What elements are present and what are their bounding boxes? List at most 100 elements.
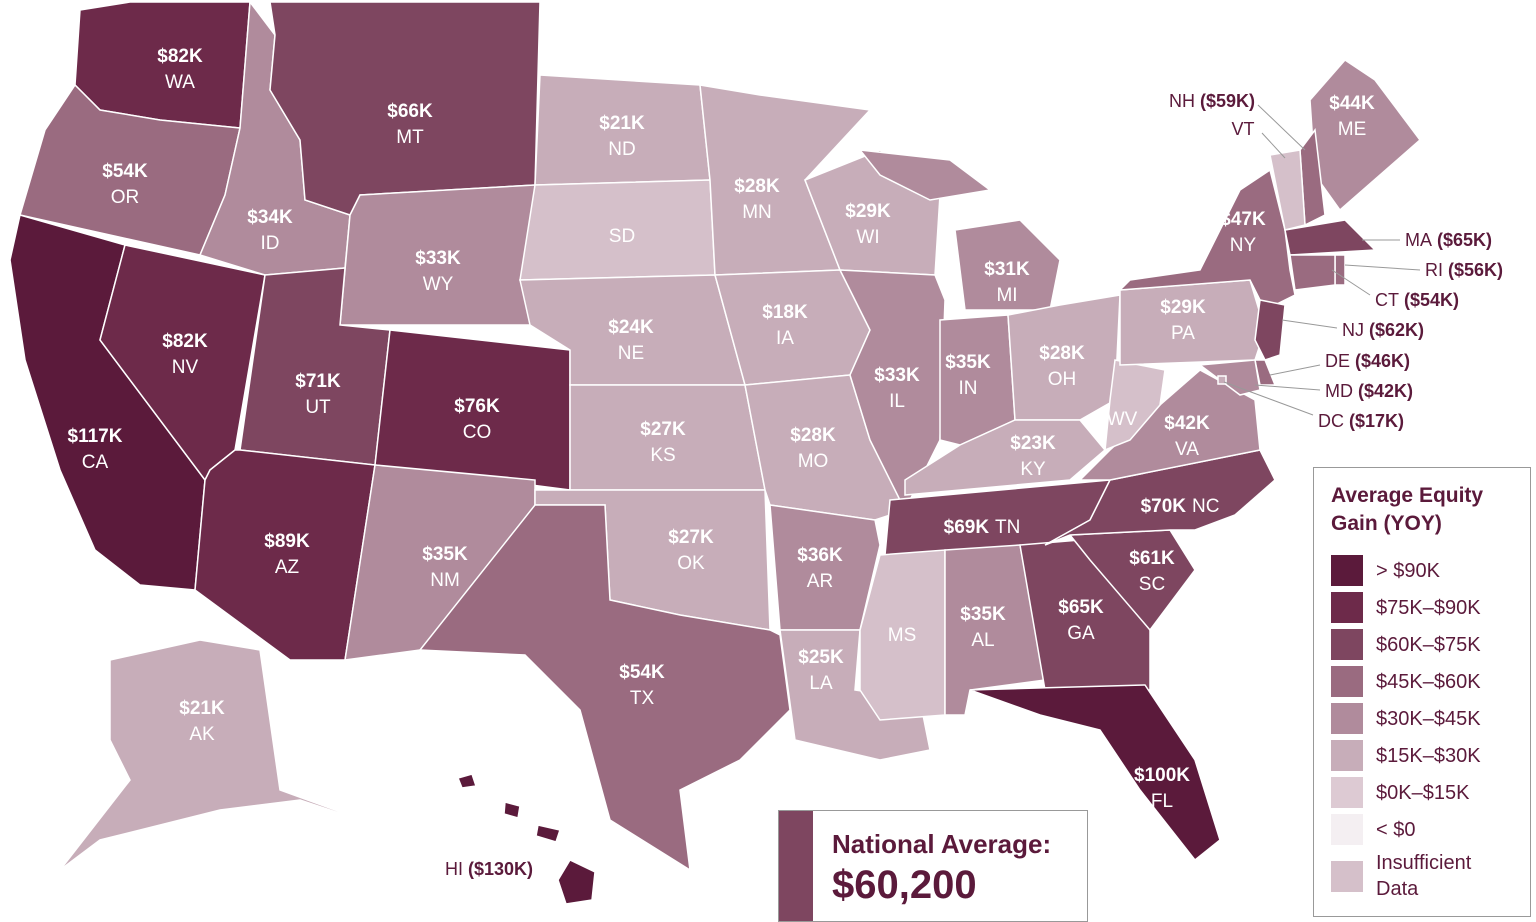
state-value-label: $66K: [387, 101, 433, 122]
state: [1289, 254, 1336, 291]
state-name-label: MS: [888, 625, 917, 646]
state: [904, 419, 1107, 496]
state-name-label: OK: [677, 553, 705, 574]
state-name-label: TX: [630, 688, 655, 709]
state-value-label: $89K: [264, 531, 310, 552]
callout-label: NH ($59K): [1169, 91, 1255, 111]
legend-swatch: [1331, 703, 1363, 734]
state: [1284, 219, 1377, 256]
state-value-label: ($54K): [1404, 290, 1459, 310]
legend-item: Insufficient Data: [1331, 848, 1530, 904]
state-value-label: $42K: [1164, 413, 1210, 434]
state-value-label: ($65K): [1437, 230, 1492, 250]
state-value-label: $54K: [102, 161, 148, 182]
state-name-label: MO: [798, 451, 829, 472]
state-value-label: $21K: [179, 698, 225, 719]
legend-items: > $90K $75K–$90K $60K–$75K $45K–$60K $30K–$4…: [1331, 552, 1530, 904]
state-value-label: ($62K): [1369, 320, 1424, 340]
callout-label: DE ($46K): [1325, 351, 1410, 371]
state-value-label: $33K: [874, 365, 920, 386]
state-value-label: ($59K): [1200, 91, 1255, 111]
legend-label: $0K–$15K: [1376, 781, 1470, 804]
state-value-label: $35K: [945, 352, 991, 373]
state-name-label: WI: [856, 227, 879, 248]
state-name-label: AZ: [275, 557, 300, 578]
callout-label: MD ($42K): [1325, 381, 1413, 401]
legend-swatch: [1331, 860, 1363, 892]
callout-label: VT: [1231, 119, 1254, 139]
leader-line: [1254, 384, 1321, 391]
state-name-label: MA: [1405, 230, 1432, 250]
state-name-label: WV: [1107, 409, 1138, 430]
legend-swatch: [1331, 777, 1363, 808]
leader-line: [1269, 364, 1321, 376]
state: [1197, 359, 1261, 396]
state-name-label: UT: [305, 397, 331, 418]
state-name-label: NY: [1230, 235, 1257, 256]
state-value-label: ($46K): [1355, 351, 1410, 371]
state-value-label: ($17K): [1349, 411, 1404, 431]
states: [9, 0, 1422, 905]
state-name-label: OH: [1048, 369, 1077, 390]
state-name-label: MI: [996, 285, 1017, 306]
callout-label: HI ($130K): [445, 859, 533, 879]
state-value-label: $35K: [960, 604, 1006, 625]
legend-label: $45K–$60K: [1376, 670, 1481, 693]
state-value-label: $27K: [668, 527, 714, 548]
state-value-label: $100K: [1134, 765, 1190, 786]
state-value-label: ($130K): [468, 859, 533, 879]
state-name-label: VT: [1231, 119, 1254, 139]
state-value-label: $82K: [162, 331, 208, 352]
state-value-label: $61K: [1129, 548, 1175, 569]
callout-label: NJ ($62K): [1342, 320, 1424, 340]
state: [339, 184, 536, 326]
legend-label: < $0: [1376, 818, 1416, 841]
state-name-label: NV: [172, 357, 199, 378]
legend-item: $0K–$15K: [1331, 774, 1530, 811]
state-name-label: SC: [1139, 574, 1165, 595]
state-name-label: KS: [650, 445, 675, 466]
legend: Average Equity Gain (YOY) > $90K $75K–$90…: [1313, 467, 1531, 917]
state-name-label: KY: [1020, 459, 1046, 480]
state: [1118, 168, 1296, 312]
leader-line: [1257, 104, 1306, 151]
state-name-label: CO: [463, 422, 492, 443]
state-value-label: $69K: [944, 517, 990, 538]
state-value-label: $24K: [608, 317, 654, 338]
legend-label: > $90K: [1376, 559, 1440, 582]
legend-item: $15K–$30K: [1331, 737, 1530, 774]
legend-item: $75K–$90K: [1331, 589, 1530, 626]
state-value-label: ($56K): [1448, 260, 1503, 280]
state-value-label: $117K: [68, 426, 123, 447]
state-value-label: $28K: [790, 425, 836, 446]
leader-line: [1261, 132, 1286, 159]
legend-swatch: [1331, 629, 1363, 660]
state-name-label: ND: [608, 139, 635, 160]
legend-label: Insufficient Data: [1376, 852, 1472, 900]
state-value-label: $71K: [295, 371, 341, 392]
state-name-label: NC: [1192, 496, 1219, 517]
state-name-label: VA: [1175, 439, 1199, 460]
state-value-label: $34K: [247, 207, 293, 228]
state-value-label: $54K: [619, 662, 665, 683]
state: [418, 504, 791, 872]
legend-swatch: [1331, 666, 1363, 697]
state-name-label: IN: [959, 378, 978, 399]
state-value-label: ($42K): [1358, 381, 1413, 401]
legend-item: < $0: [1331, 811, 1530, 848]
state-name-label: OR: [111, 187, 140, 208]
state-name-label: RI: [1425, 260, 1443, 280]
state-name-label: NM: [430, 570, 460, 591]
state-value-label: $82K: [157, 46, 203, 67]
legend-item: > $90K: [1331, 552, 1530, 589]
state: [769, 504, 881, 631]
state-name-label: WY: [423, 274, 454, 295]
state-name-label: PA: [1171, 323, 1195, 344]
callout-label: DC ($17K): [1318, 411, 1404, 431]
state-name-label: IL: [889, 391, 905, 412]
state-name-label: NJ: [1342, 320, 1364, 340]
state: [1254, 299, 1286, 361]
leader-line: [1344, 264, 1421, 271]
state-name-label: NE: [618, 343, 644, 364]
